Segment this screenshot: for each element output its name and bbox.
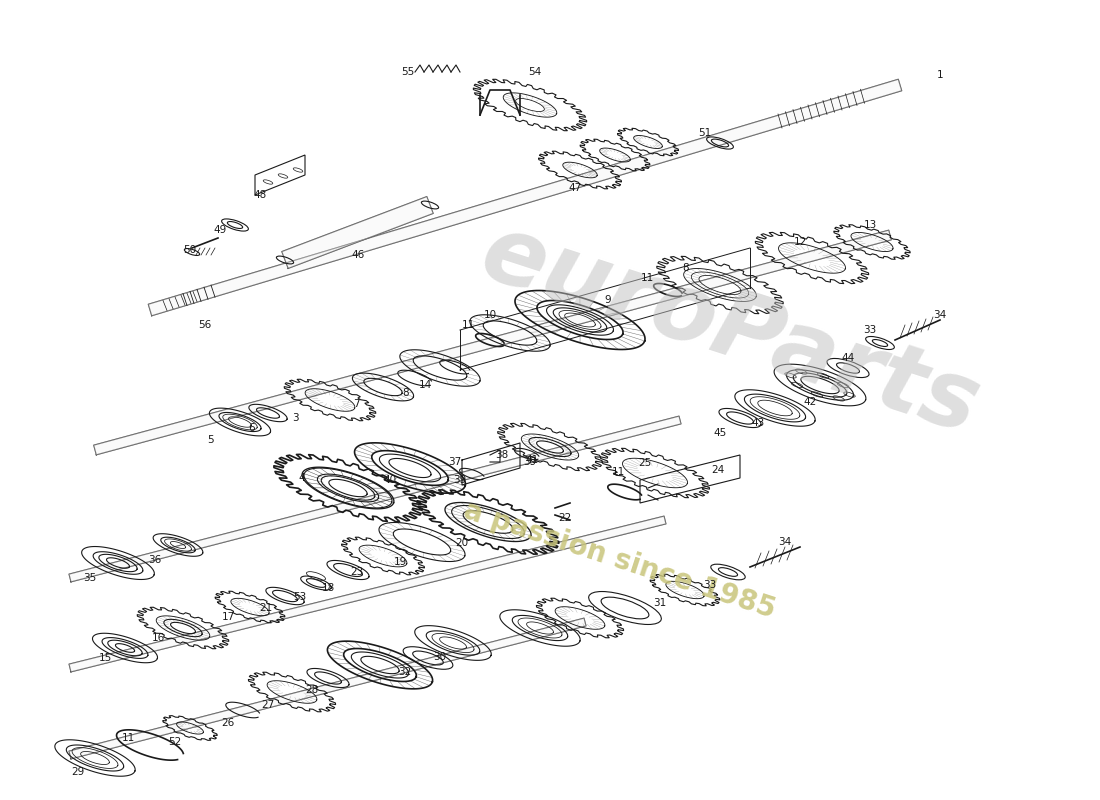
Text: 37: 37 [449,457,462,467]
Text: 15: 15 [98,653,111,663]
Text: 3: 3 [292,413,298,423]
Text: 30: 30 [433,652,447,662]
Text: 48: 48 [253,190,266,200]
Text: 24: 24 [712,465,725,475]
Text: 33: 33 [864,325,877,335]
Text: 32: 32 [398,667,411,677]
Text: 18: 18 [321,583,334,593]
Text: 46: 46 [351,250,364,260]
Text: 11: 11 [461,320,474,330]
Text: 12: 12 [793,237,806,247]
Text: 17: 17 [221,612,234,622]
Text: 13: 13 [864,220,877,230]
Polygon shape [282,197,433,269]
Text: 53: 53 [294,592,307,602]
Text: 34: 34 [779,537,792,547]
Text: 4: 4 [299,473,306,483]
Text: 45: 45 [714,428,727,438]
Text: 5: 5 [207,435,213,445]
Text: 8: 8 [403,388,409,398]
Text: 56: 56 [198,320,211,330]
Polygon shape [148,79,902,316]
Text: 6: 6 [249,423,255,433]
Text: 39: 39 [453,475,466,485]
Text: 54: 54 [528,67,541,77]
Text: 41: 41 [526,455,539,465]
Text: 55: 55 [402,67,415,77]
Text: 50: 50 [184,245,197,255]
Text: 7: 7 [353,399,360,409]
Text: 38: 38 [495,450,508,460]
Text: 21: 21 [260,603,273,613]
Text: 11: 11 [121,733,134,743]
Text: 34: 34 [934,310,947,320]
Text: 25: 25 [638,458,651,468]
Text: 10: 10 [483,310,496,320]
Text: 42: 42 [803,397,816,407]
Text: a passion since 1985: a passion since 1985 [461,496,780,624]
Text: 11: 11 [640,273,653,283]
Text: 40: 40 [384,475,397,485]
Text: 49: 49 [213,225,227,235]
Polygon shape [69,516,666,672]
Text: 8: 8 [683,263,693,273]
Text: 14: 14 [418,380,431,390]
Text: 35: 35 [84,573,97,583]
Text: 11: 11 [612,467,625,477]
Text: 51: 51 [698,128,712,138]
Text: 43: 43 [751,418,764,428]
Text: 16: 16 [152,633,165,643]
Text: 22: 22 [559,513,572,523]
Polygon shape [69,618,586,759]
Text: 47: 47 [569,183,582,193]
Text: 33: 33 [703,580,716,590]
Text: 20: 20 [455,538,469,548]
Text: 19: 19 [394,557,407,567]
Polygon shape [94,230,891,455]
Text: 9: 9 [605,295,612,305]
Text: 23: 23 [351,567,364,577]
Polygon shape [69,416,681,582]
Text: 52: 52 [168,737,182,747]
Text: 36: 36 [148,555,162,565]
Text: 1: 1 [937,70,944,80]
Text: 28: 28 [306,685,319,695]
Text: 39: 39 [524,457,537,467]
Text: 29: 29 [72,767,85,777]
Text: euroParts: euroParts [470,206,990,454]
Text: 44: 44 [842,353,855,363]
Text: 31: 31 [653,598,667,608]
Text: 26: 26 [221,718,234,728]
Text: 27: 27 [262,700,275,710]
